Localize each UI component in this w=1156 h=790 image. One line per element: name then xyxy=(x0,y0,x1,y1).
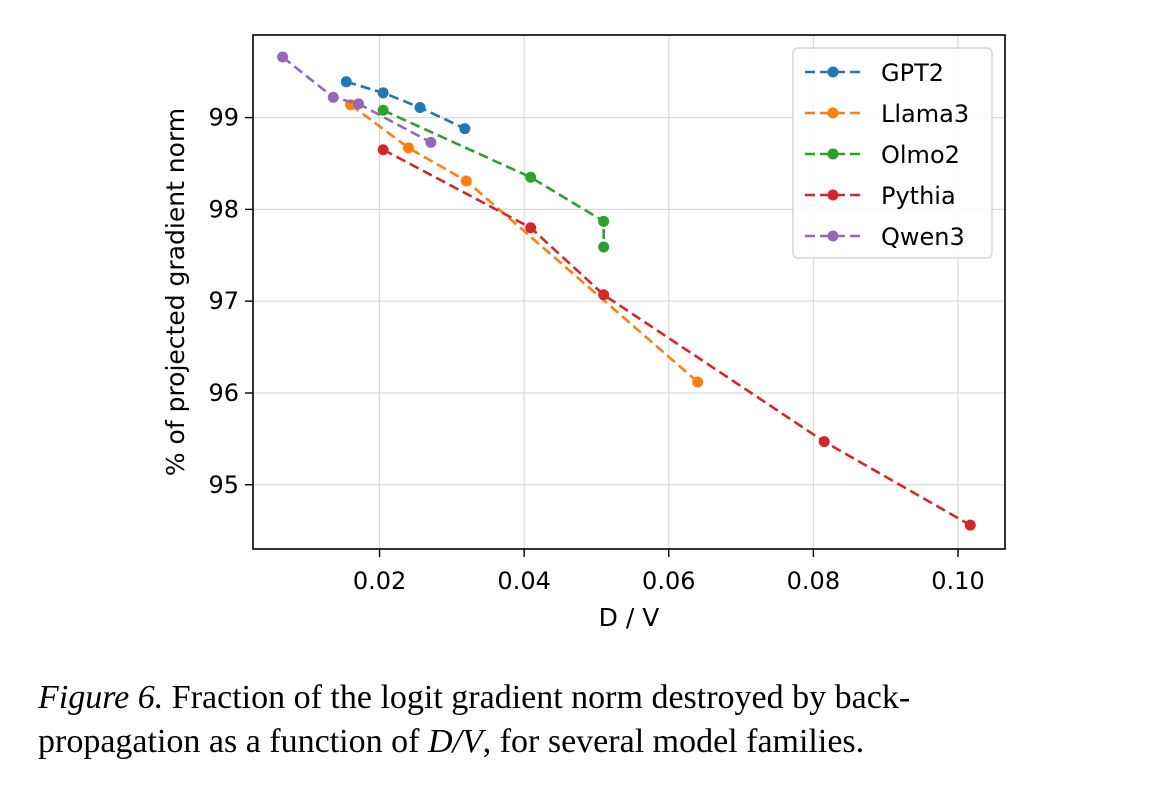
series-line-olmo2 xyxy=(382,109,606,247)
legend-marker-qwen3 xyxy=(827,230,839,242)
data-point-gpt2 xyxy=(340,76,352,88)
data-point-olmo2 xyxy=(598,215,610,227)
data-point-gpt2 xyxy=(459,123,471,135)
caption-line-2: propagation as a function of D/V, for se… xyxy=(38,720,1138,764)
y-tick-label: 97 xyxy=(208,287,239,315)
data-point-pythia xyxy=(818,436,830,448)
plot-frame xyxy=(252,34,1006,550)
x-tick-label: 0.06 xyxy=(642,567,695,595)
caption-text-1: Fraction of the logit gradient norm dest… xyxy=(171,679,911,716)
legend-label-pythia: Pythia xyxy=(881,182,956,210)
data-point-pythia xyxy=(525,222,537,234)
data-point-pythia xyxy=(964,519,976,531)
legend-label-gpt2: GPT2 xyxy=(881,59,944,87)
data-point-pythia xyxy=(377,144,389,156)
data-point-gpt2 xyxy=(414,102,426,114)
y-axis-label: % of projected gradient norm xyxy=(161,108,190,476)
caption-line-1: Figure 6. Fraction of the logit gradient… xyxy=(38,676,1138,720)
x-axis-label: D / V xyxy=(599,603,660,632)
chart: 0.02 0.04 0.06 0.08 0.10 95 96 97 98 99 D / V % o… xyxy=(161,34,1006,632)
caption-text-2a: propagation as a function of xyxy=(38,723,420,760)
data-point-olmo2 xyxy=(598,241,610,253)
legend: GPT2 Llama3 Olmo2 Pythia Qwen3 xyxy=(792,47,993,259)
caption-text-2b: , for several model families. xyxy=(482,723,865,760)
data-point-llama3 xyxy=(402,142,414,154)
caption-math: D/V xyxy=(427,723,483,760)
figure-caption: Figure 6. Fraction of the logit gradient… xyxy=(38,676,1138,764)
legend-box xyxy=(792,47,993,259)
x-tick-label: 0.04 xyxy=(497,567,550,595)
series-line-gpt2 xyxy=(345,80,466,130)
data-point-qwen3 xyxy=(425,136,437,148)
data-point-qwen3 xyxy=(353,98,365,110)
y-tick-label: 98 xyxy=(208,195,239,223)
y-tick-label: 96 xyxy=(208,379,239,407)
legend-label-qwen3: Qwen3 xyxy=(881,223,965,251)
data-point-qwen3 xyxy=(327,91,339,103)
figure-label: Figure 6. xyxy=(38,679,164,716)
series-line-qwen3 xyxy=(281,55,432,144)
legend-label-olmo2: Olmo2 xyxy=(881,141,960,169)
legend-label-llama3: Llama3 xyxy=(881,100,969,128)
data-point-gpt2 xyxy=(377,87,389,99)
y-tick-label: 99 xyxy=(208,104,239,132)
x-tick-label: 0.02 xyxy=(353,567,406,595)
x-tick-label: 0.10 xyxy=(931,567,984,595)
data-point-olmo2 xyxy=(377,104,389,116)
series-line-pythia xyxy=(382,148,971,527)
legend-marker-pythia xyxy=(827,189,839,201)
data-point-llama3 xyxy=(692,376,704,388)
series-layer xyxy=(277,51,976,531)
y-tick-label: 95 xyxy=(208,471,239,499)
series-line-llama3 xyxy=(349,103,699,383)
legend-marker-olmo2 xyxy=(827,148,839,160)
data-point-llama3 xyxy=(460,175,472,187)
data-point-pythia xyxy=(598,289,610,301)
ticks: 0.02 0.04 0.06 0.08 0.10 95 96 97 98 99 xyxy=(208,104,984,595)
data-point-qwen3 xyxy=(277,51,289,63)
data-point-olmo2 xyxy=(525,171,537,183)
legend-marker-llama3 xyxy=(827,107,839,119)
x-tick-label: 0.08 xyxy=(787,567,840,595)
legend-marker-gpt2 xyxy=(827,66,839,78)
